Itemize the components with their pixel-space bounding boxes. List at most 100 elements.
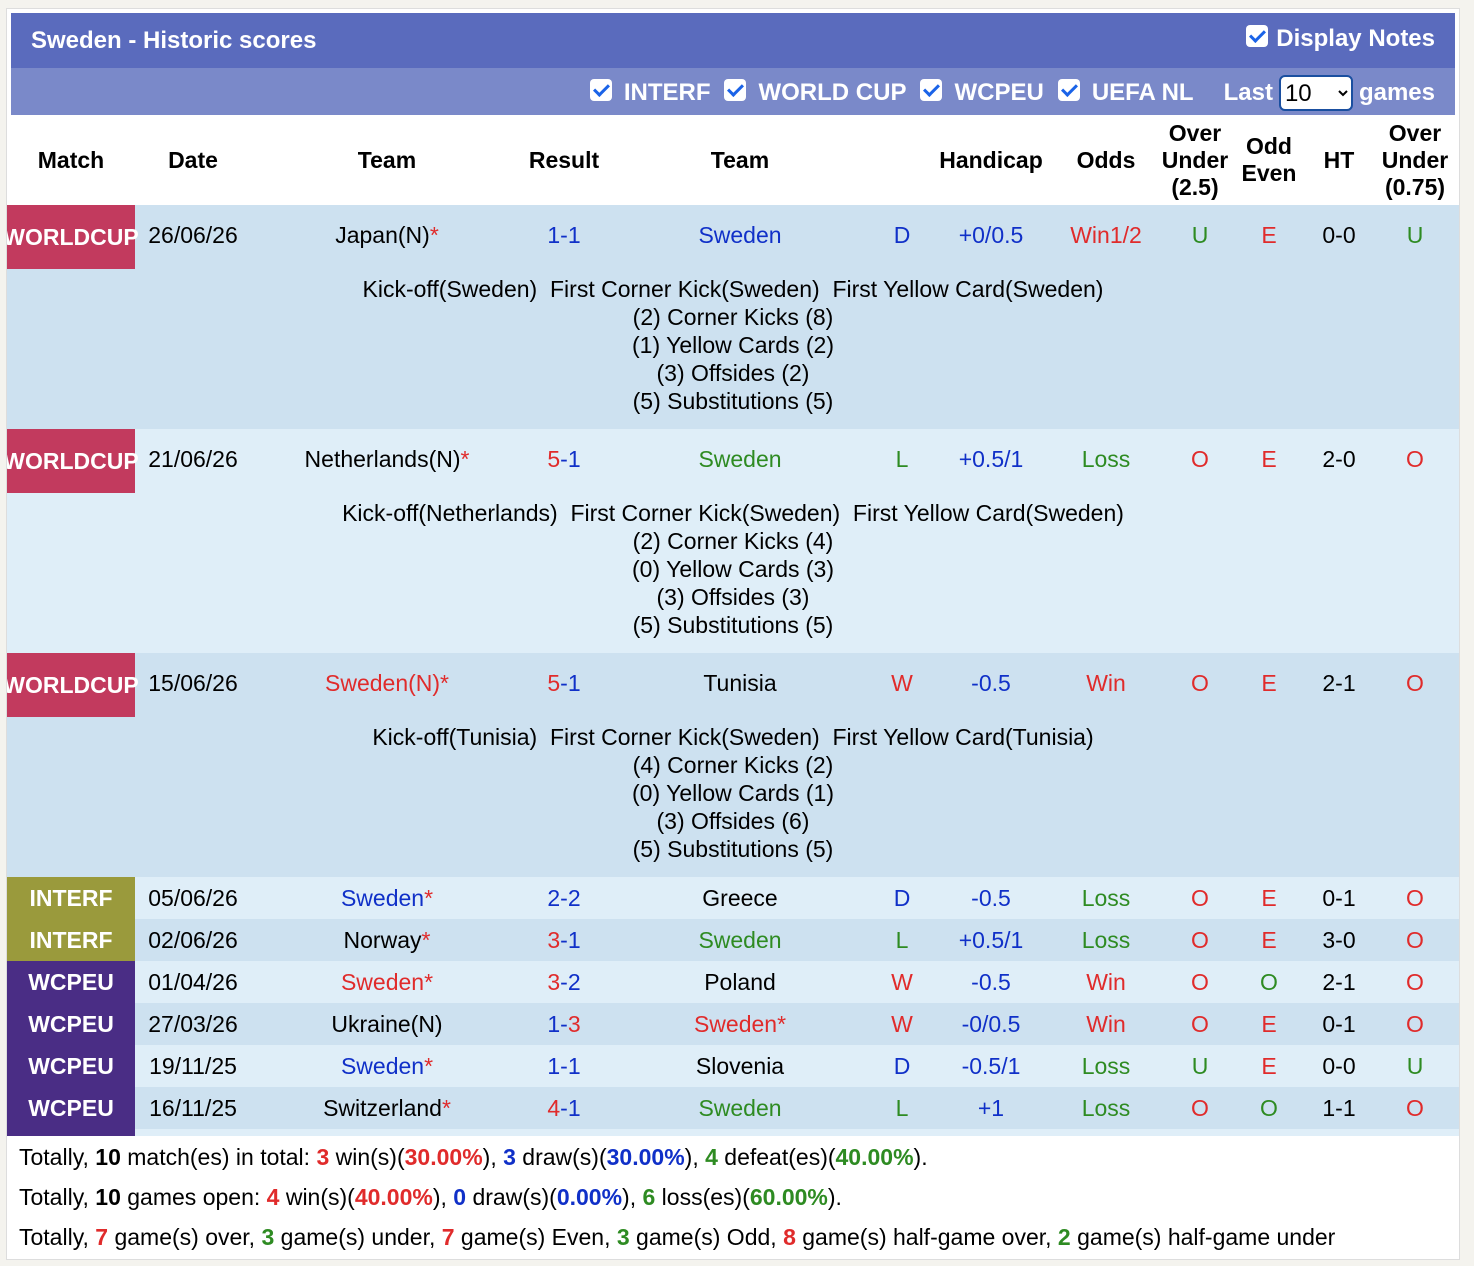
score-dash: - xyxy=(560,1053,568,1079)
filter-interf[interactable]: INTERF xyxy=(589,79,710,107)
home-team-name[interactable]: Netherlands(N) xyxy=(304,446,461,472)
result-wdl: W xyxy=(891,969,913,995)
summary-value: 8 xyxy=(783,1224,796,1250)
result-wdl: L xyxy=(895,927,909,953)
star-marker: * xyxy=(421,927,431,953)
score-dash: - xyxy=(560,446,568,472)
match-row[interactable]: WORLD CUP 15/06/26 Sweden(N)* 5-1 Tunisia W -0.… xyxy=(7,653,1459,877)
competition-tag[interactable]: WORLD CUP xyxy=(7,205,139,269)
home-team-name[interactable]: Switzerland xyxy=(323,1095,442,1121)
away-team[interactable]: Sweden* xyxy=(605,1010,875,1038)
away-team-name[interactable]: Sweden xyxy=(698,1095,782,1121)
home-team-name[interactable]: Sweden xyxy=(340,969,425,995)
score-away: 2 xyxy=(567,885,581,911)
home-team-name[interactable]: Sweden(N) xyxy=(325,670,441,696)
star-marker: * xyxy=(424,1053,434,1079)
match-row[interactable]: INTERF 02/06/26 Norway* 3-1 Sweden L +0.5/1 Los… xyxy=(7,919,1459,961)
competition-tag[interactable]: WCPEU xyxy=(7,1003,135,1045)
home-team[interactable]: Sweden* xyxy=(251,1052,523,1080)
half-time-score: 0-1 xyxy=(1322,1011,1356,1037)
match-row[interactable]: WORLD CUP 21/06/26 Netherlands(N)* 5-1 Sweden… xyxy=(7,429,1459,653)
competition-tag[interactable]: INTERF xyxy=(7,877,135,919)
display-notes-toggle[interactable]: Display Notes xyxy=(1246,24,1435,53)
competition-label: WORLD xyxy=(6,672,91,698)
competition-tag[interactable]: WORLD CUP xyxy=(6,653,139,717)
away-team[interactable]: Tunisia xyxy=(605,669,875,697)
summary-value: 10 xyxy=(95,1184,121,1210)
match-result[interactable]: 5-1 xyxy=(523,445,605,473)
score-away: 3 xyxy=(567,1011,581,1037)
away-team-name[interactable]: Poland xyxy=(704,969,776,995)
note-line: (0) Yellow Cards (1) xyxy=(632,780,834,806)
home-team-name[interactable]: Ukraine(N) xyxy=(331,1011,443,1037)
match-result[interactable]: 2-2 xyxy=(523,884,605,912)
home-team-name[interactable]: Japan(N) xyxy=(335,222,430,248)
historic-scores-panel: Sweden - Historic scores Display Notes I… xyxy=(6,8,1460,1260)
match-result[interactable]: 4-1 xyxy=(523,1094,605,1122)
half-time-score: 2-1 xyxy=(1322,670,1356,696)
away-team-name[interactable]: Sweden xyxy=(698,927,782,953)
away-team[interactable]: Poland xyxy=(605,968,875,996)
match-result[interactable]: 1-1 xyxy=(523,1052,605,1080)
away-team-name[interactable]: Sweden xyxy=(698,446,782,472)
match-row[interactable]: WCPEU 16/11/25 Switzerland* 4-1 Sweden L +1 Los… xyxy=(7,1087,1459,1129)
away-team[interactable]: Sweden xyxy=(605,926,875,954)
away-team-name[interactable]: Sweden xyxy=(698,222,782,248)
home-team-name[interactable]: Norway xyxy=(343,927,422,953)
home-team[interactable]: Japan(N)* xyxy=(251,221,523,249)
summary-value: 0.00% xyxy=(556,1184,623,1210)
filter-uefa-nl[interactable]: UEFA NL xyxy=(1057,79,1194,107)
home-team[interactable]: Norway* xyxy=(251,926,523,954)
competition-label: WORLD xyxy=(6,448,91,474)
match-row[interactable]: WCPEU 19/11/25 Sweden* 1-1 Slovenia D -0.5/1 Lo… xyxy=(7,1045,1459,1087)
summary-value: 2 xyxy=(1057,1224,1071,1250)
away-team[interactable]: Slovenia xyxy=(605,1052,875,1080)
score-dash: - xyxy=(560,885,568,911)
match-result[interactable]: 3-2 xyxy=(523,968,605,996)
display-notes-checkbox[interactable] xyxy=(1246,24,1269,47)
match-date: 05/06/26 xyxy=(148,885,238,911)
filter-checkbox[interactable] xyxy=(920,79,943,101)
match-result[interactable]: 3-1 xyxy=(523,926,605,954)
filter-checkbox[interactable] xyxy=(724,79,747,101)
half-time-score: 2-0 xyxy=(1322,446,1356,472)
competition-tag[interactable]: WCPEU xyxy=(7,1045,135,1087)
away-team-name[interactable]: Sweden xyxy=(693,1011,778,1037)
competition-tag[interactable]: WCPEU xyxy=(7,1087,135,1129)
last-games-select[interactable]: 10 xyxy=(1278,75,1353,111)
note-line: (1) Yellow Cards (2) xyxy=(632,332,834,358)
match-result[interactable]: 5-1 xyxy=(523,669,605,697)
home-team[interactable]: Sweden* xyxy=(251,968,523,996)
away-team[interactable]: Sweden xyxy=(605,445,875,473)
match-row[interactable]: INTERF 05/06/26 Sweden* 2-2 Greece D -0.5 Loss O… xyxy=(7,877,1459,919)
home-team[interactable]: Sweden(N)* xyxy=(251,669,523,697)
away-team-name[interactable]: Tunisia xyxy=(703,670,777,696)
note-line: (3) Offsides (2) xyxy=(656,360,810,386)
score-away: 1 xyxy=(567,1053,581,1079)
away-team-name[interactable]: Slovenia xyxy=(695,1053,785,1079)
away-team-name[interactable]: Greece xyxy=(702,885,778,911)
home-team[interactable]: Netherlands(N)* xyxy=(251,445,523,473)
home-team[interactable]: Switzerland* xyxy=(251,1094,523,1122)
home-team-name[interactable]: Sweden xyxy=(340,1053,425,1079)
away-team[interactable]: Sweden xyxy=(605,221,875,249)
home-team[interactable]: Ukraine(N) xyxy=(251,1010,523,1038)
filter-checkbox[interactable] xyxy=(1057,79,1080,101)
match-row[interactable]: WCPEU 27/03/26 Ukraine(N) 1-3 Sweden* W -0/0.5… xyxy=(7,1003,1459,1045)
home-team-name[interactable]: Sweden xyxy=(340,885,425,911)
filter-checkbox[interactable] xyxy=(589,79,612,101)
match-result[interactable]: 1-1 xyxy=(523,221,605,249)
competition-tag[interactable]: WCPEU xyxy=(7,961,135,1003)
away-team[interactable]: Sweden xyxy=(605,1094,875,1122)
filter-world-cup[interactable]: WORLD CUP xyxy=(724,79,906,107)
over-under: U xyxy=(1191,222,1209,248)
match-row[interactable]: WCPEU 01/04/26 Sweden* 3-2 Poland W -0.5 Win O O 2… xyxy=(7,961,1459,1003)
competition-tag[interactable]: WORLD CUP xyxy=(6,429,139,493)
match-row[interactable]: WORLD CUP 26/06/26 Japan(N)* 1-1 Sweden D +0/0.… xyxy=(7,205,1459,429)
away-team[interactable]: Greece xyxy=(605,884,875,912)
match-result[interactable]: 1-3 xyxy=(523,1010,605,1038)
note-line: (0) Yellow Cards (3) xyxy=(632,556,834,582)
home-team[interactable]: Sweden* xyxy=(251,884,523,912)
competition-tag[interactable]: INTERF xyxy=(7,919,135,961)
filter-wcpeu[interactable]: WCPEU xyxy=(920,79,1044,107)
